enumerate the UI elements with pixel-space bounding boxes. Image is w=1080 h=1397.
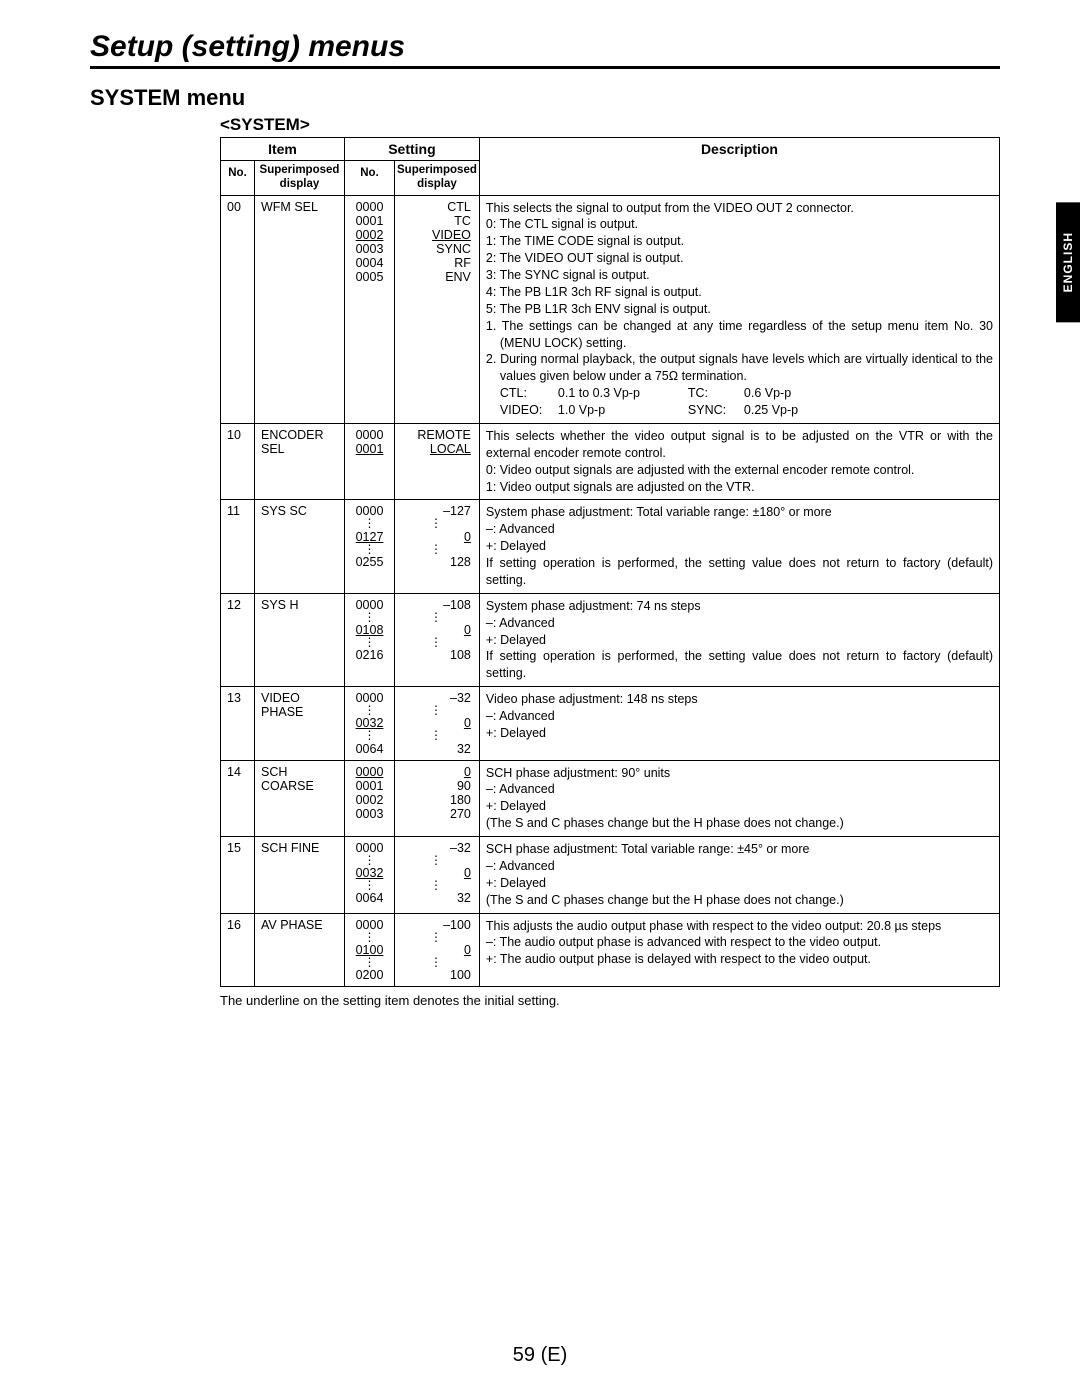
- table-row: 13 VIDEOPHASE 0000⋮0032⋮0064 –32⋮0⋮32 Vi…: [221, 687, 1000, 760]
- header-setting-no: No.: [345, 161, 395, 196]
- page-number: 59 (E): [0, 1344, 1080, 1367]
- table-row: 14 SCHCOARSE 0000000100020003 090180270 …: [221, 760, 1000, 837]
- system-table: Item Setting Description No. Superimpose…: [220, 137, 1000, 987]
- header-setting: Setting: [345, 138, 480, 161]
- header-item: Item: [221, 138, 345, 161]
- language-tab: ENGLISH: [1056, 202, 1080, 322]
- menu-title: SYSTEM menu: [90, 85, 1000, 111]
- table-row: 00 WFM SEL 000000010002000300040005 CTLT…: [221, 195, 1000, 423]
- table-row: 11 SYS SC 0000⋮0127⋮0255 –127⋮0⋮128 Syst…: [221, 500, 1000, 593]
- page-title: Setup (setting) menus: [90, 30, 1000, 69]
- footer-note: The underline on the setting item denote…: [220, 993, 1000, 1008]
- table-row: 15 SCH FINE 0000⋮0032⋮0064 –32⋮0⋮32 SCH …: [221, 837, 1000, 914]
- header-superimposed-1: Superimposeddisplay: [255, 161, 345, 196]
- header-superimposed-2: Superimposeddisplay: [395, 161, 480, 196]
- header-no: No.: [221, 161, 255, 196]
- section-label: <SYSTEM>: [220, 115, 1000, 135]
- table-row: 10 ENCODERSEL 00000001 REMOTELOCAL This …: [221, 423, 1000, 500]
- header-description: Description: [479, 138, 999, 196]
- table-row: 12 SYS H 0000⋮0108⋮0216 –108⋮0⋮108 Syste…: [221, 593, 1000, 686]
- table-row: 16 AV PHASE 0000⋮0100⋮0200 –100⋮0⋮100 Th…: [221, 913, 1000, 986]
